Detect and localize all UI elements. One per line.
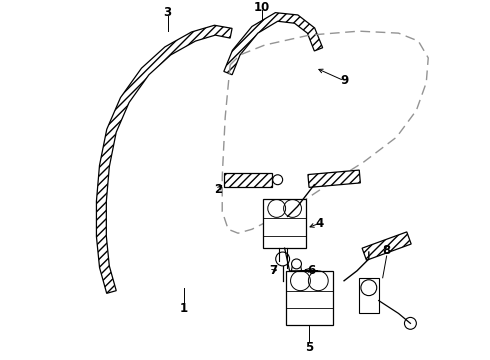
FancyBboxPatch shape (308, 170, 360, 188)
Bar (359, 278, 379, 314)
Polygon shape (97, 25, 232, 293)
FancyBboxPatch shape (362, 232, 411, 260)
Text: 6: 6 (307, 264, 316, 277)
Text: 1: 1 (179, 302, 188, 315)
Text: 8: 8 (383, 244, 391, 257)
Polygon shape (224, 13, 322, 75)
Text: 3: 3 (164, 6, 172, 19)
Ellipse shape (292, 261, 301, 283)
Text: 9: 9 (340, 74, 348, 87)
Text: 4: 4 (315, 217, 323, 230)
Circle shape (273, 175, 283, 185)
Text: 10: 10 (254, 1, 270, 14)
Text: 7: 7 (270, 264, 278, 277)
Polygon shape (224, 173, 272, 187)
Text: 5: 5 (305, 341, 314, 354)
Circle shape (276, 252, 290, 266)
Circle shape (292, 259, 301, 269)
Bar (263, 199, 306, 248)
Text: 2: 2 (214, 183, 222, 196)
Bar (286, 271, 333, 325)
